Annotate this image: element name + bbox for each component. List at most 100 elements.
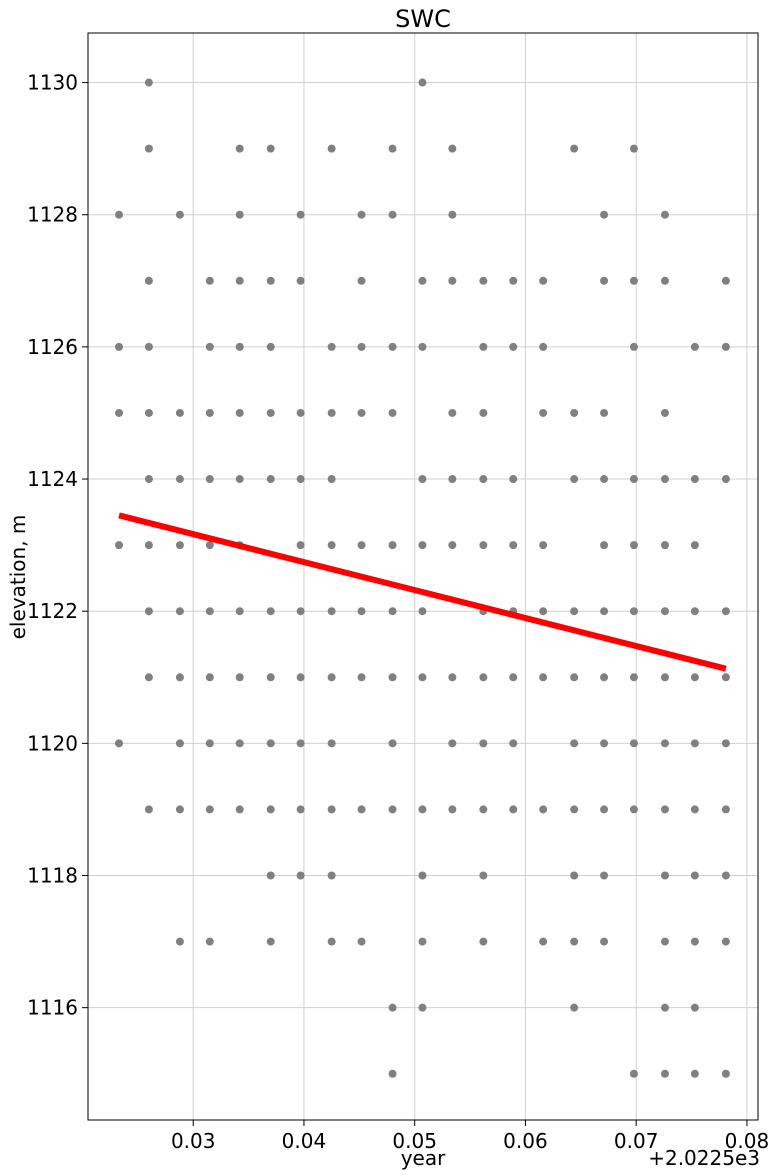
data-point [144,78,153,87]
data-point [600,276,609,285]
data-point [721,739,730,748]
data-point [388,1069,397,1078]
data-point [296,541,305,550]
data-point [479,408,488,417]
data-point [448,541,457,550]
data-point [570,144,579,153]
data-point [115,342,124,351]
data-point [479,871,488,880]
data-point [690,871,699,880]
data-point [205,276,214,285]
trend-line [118,512,727,672]
data-point [175,475,184,484]
data-point [327,607,336,616]
data-point [721,342,730,351]
data-point [175,210,184,219]
data-point [296,408,305,417]
data-point [448,408,457,417]
data-point [388,607,397,616]
data-point [266,144,275,153]
data-point [539,276,548,285]
x-tick-label: 0.05 [392,1129,437,1153]
data-point [115,408,124,417]
data-point [205,607,214,616]
data-point [327,673,336,682]
data-point [388,739,397,748]
data-point [479,937,488,946]
data-point [235,276,244,285]
data-point [690,739,699,748]
data-point [144,342,153,351]
data-point [479,739,488,748]
data-point [448,673,457,682]
data-point [418,937,427,946]
data-point [418,475,427,484]
y-tick-label: 1120 [27,731,78,755]
data-point [418,78,427,87]
data-point [448,144,457,153]
data-point [539,805,548,814]
data-point [205,475,214,484]
data-point [629,739,638,748]
data-point [388,342,397,351]
data-point [357,342,366,351]
data-point [418,342,427,351]
data-point [629,144,638,153]
data-point [539,937,548,946]
data-point [388,408,397,417]
plot-frame [87,32,759,1121]
data-point [660,739,669,748]
data-point [479,673,488,682]
y-tick-label: 1124 [27,467,78,491]
data-point [296,475,305,484]
data-point [570,871,579,880]
data-point [721,673,730,682]
data-point [205,342,214,351]
data-point [448,739,457,748]
data-point [509,805,518,814]
data-point [570,607,579,616]
data-point [509,673,518,682]
data-point [690,937,699,946]
data-point [721,1069,730,1078]
data-point [721,871,730,880]
y-tick-label: 1118 [27,864,78,888]
data-point [600,210,609,219]
data-point [570,1003,579,1012]
data-point [479,541,488,550]
data-point [629,342,638,351]
data-point [721,475,730,484]
y-tick-label: 1116 [27,996,78,1020]
y-tick-label: 1126 [27,335,78,359]
data-point [266,739,275,748]
data-point [539,673,548,682]
data-point [418,805,427,814]
data-point [509,739,518,748]
data-point [205,739,214,748]
data-point [479,475,488,484]
data-point [418,276,427,285]
data-point [690,607,699,616]
data-point [266,937,275,946]
data-point [144,144,153,153]
data-point [600,541,609,550]
trend-layer [118,512,727,672]
data-point [600,475,609,484]
data-point [418,673,427,682]
data-point [296,210,305,219]
data-point [296,739,305,748]
data-point [266,871,275,880]
data-point [448,475,457,484]
data-point [721,276,730,285]
data-point [235,739,244,748]
data-point [509,342,518,351]
data-point [235,210,244,219]
data-point [539,408,548,417]
x-tick-label: 0.03 [171,1129,216,1153]
data-point [690,475,699,484]
data-point [266,342,275,351]
data-point [388,805,397,814]
data-point [388,144,397,153]
data-point [175,541,184,550]
